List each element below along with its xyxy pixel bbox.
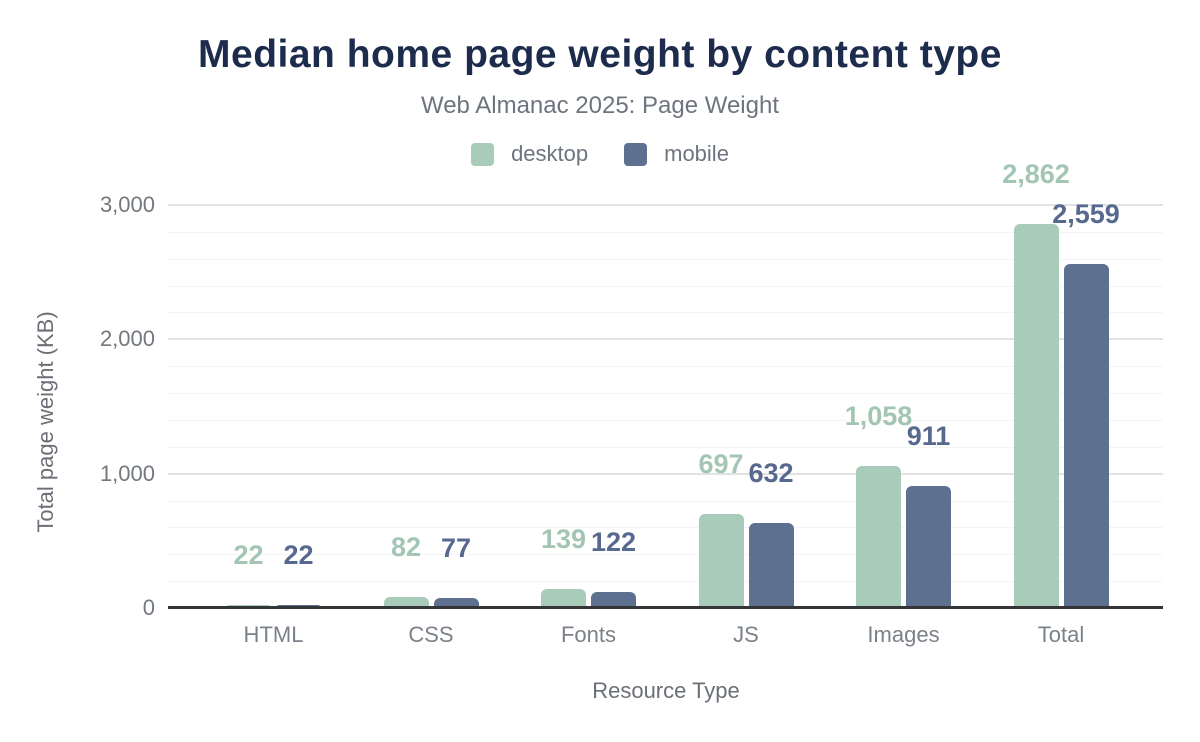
y-axis-title: Total page weight (KB) — [33, 311, 58, 533]
gridline-minor-2600 — [168, 258, 1163, 260]
y-tick-label-1000: 1,000 — [99, 460, 155, 486]
x-axis-title: Resource Type — [592, 678, 740, 703]
gridline-minor-2800 — [168, 231, 1163, 233]
legend-item-desktop: desktop — [471, 141, 588, 167]
gridline-major-2000 — [168, 338, 1163, 341]
bar-value-mobile-html: 22 — [283, 540, 314, 571]
y-tick-label-3000: 3,000 — [99, 192, 155, 217]
bar-mobile-fonts — [591, 591, 636, 608]
gridline-minor-2200 — [168, 312, 1163, 314]
y-tick-label-2000: 2,000 — [99, 326, 155, 352]
gridline-major-1000 — [168, 472, 1163, 475]
bar-value-mobile-js: 632 — [748, 458, 794, 489]
bar-desktop-css — [383, 596, 429, 608]
bar-value-mobile-fonts: 122 — [590, 526, 637, 557]
legend-label-mobile: mobile — [664, 141, 729, 166]
gridline-minor-1200 — [168, 446, 1163, 448]
x-category-label-html: HTML — [243, 622, 304, 647]
chart-subtitle: Web Almanac 2025: Page Weight — [420, 92, 779, 119]
gridline-minor-1800 — [168, 366, 1163, 368]
bar-value-desktop-css: 82 — [390, 531, 422, 562]
chart-title: Median home page weight by content type — [198, 33, 1002, 76]
gridline-major-3000 — [168, 204, 1163, 206]
bar-desktop-images — [856, 465, 901, 608]
gridline-minor-2400 — [168, 285, 1163, 287]
bar-mobile-js — [748, 523, 794, 608]
bar-mobile-css — [433, 597, 479, 608]
bar-value-mobile-css: 77 — [440, 532, 472, 563]
bar-value-desktop-images: 1,058 — [844, 400, 913, 431]
chart-legend: desktop mobile — [0, 141, 1200, 167]
x-category-label-js: JS — [733, 622, 759, 647]
legend-item-mobile: mobile — [624, 141, 729, 167]
bar-value-mobile-images: 911 — [906, 420, 951, 451]
bar-desktop-total — [1013, 223, 1059, 608]
bar-value-mobile-total: 2,559 — [1052, 199, 1120, 230]
bar-mobile-images — [906, 485, 951, 608]
x-category-label-css: CSS — [408, 622, 454, 647]
gridline-minor-1400 — [168, 419, 1163, 421]
x-axis-line — [168, 606, 1163, 609]
bar-mobile-total — [1063, 264, 1109, 608]
x-category-label-total: Total — [1037, 622, 1085, 647]
bar-desktop-fonts — [541, 589, 586, 608]
bar-value-desktop-fonts: 139 — [540, 524, 587, 555]
bar-value-desktop-js: 697 — [698, 449, 744, 480]
bar-value-desktop-total: 2,862 — [1002, 158, 1070, 189]
gridline-minor-800 — [168, 500, 1163, 502]
x-category-label-fonts: Fonts — [560, 622, 617, 647]
legend-label-desktop: desktop — [511, 141, 589, 166]
y-tick-label-0: 0 — [142, 595, 155, 620]
legend-swatch-mobile — [624, 142, 648, 166]
x-category-label-images: Images — [867, 622, 940, 647]
gridline-minor-200 — [168, 581, 1163, 583]
bar-value-desktop-html: 22 — [233, 540, 264, 571]
bar-desktop-js — [698, 514, 744, 608]
gridline-minor-400 — [168, 554, 1163, 556]
gridline-minor-1600 — [168, 393, 1163, 395]
legend-swatch-desktop — [471, 142, 495, 166]
gridline-minor-600 — [168, 527, 1163, 529]
